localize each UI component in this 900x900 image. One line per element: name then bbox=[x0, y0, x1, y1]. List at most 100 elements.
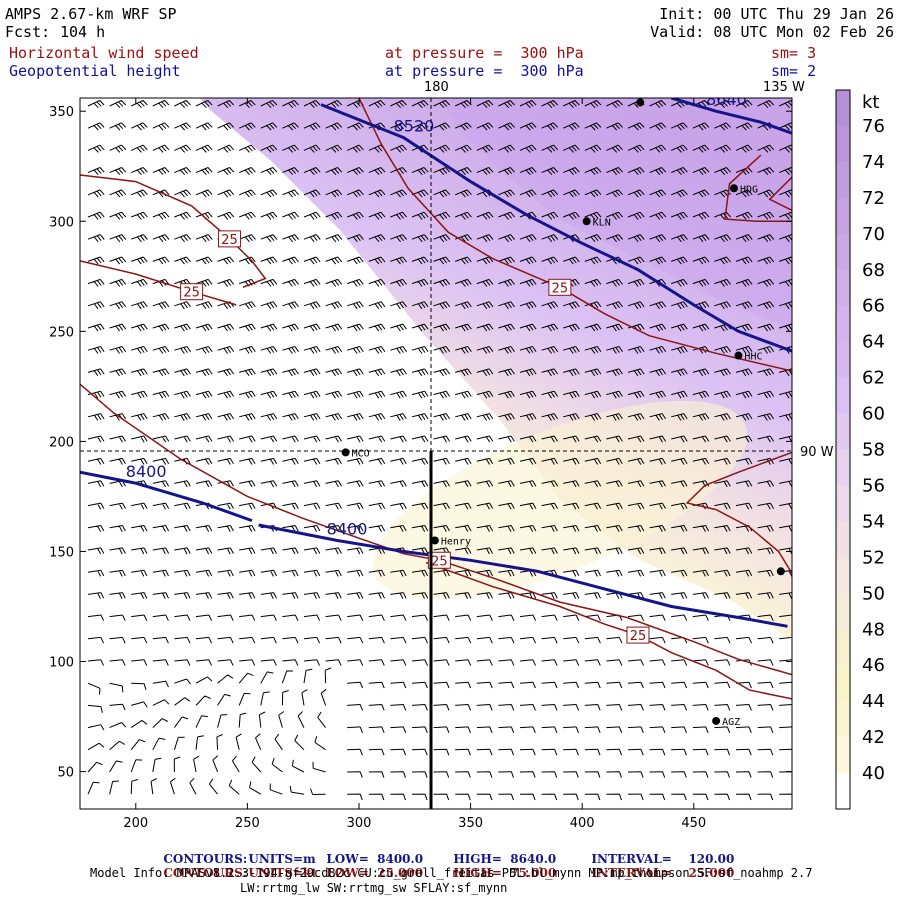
station-label: HHC bbox=[744, 352, 762, 363]
colorbar-label: 54 bbox=[862, 511, 885, 532]
x-tick-label: 250 bbox=[235, 816, 260, 831]
colorbar-segment bbox=[836, 737, 850, 774]
x-tick-label: 200 bbox=[123, 816, 148, 831]
field2-smooth: sm= 2 bbox=[771, 62, 817, 80]
colorbar-segment bbox=[836, 341, 850, 379]
y-tick-label: 250 bbox=[49, 325, 74, 340]
colorbar-label: 64 bbox=[862, 332, 885, 353]
colorbar-frame bbox=[835, 89, 851, 810]
forecast-value: 104 h bbox=[60, 23, 106, 41]
colorbar-label: 70 bbox=[862, 224, 885, 245]
y-tick-label: 100 bbox=[49, 656, 74, 671]
lon-180-label: 180 bbox=[424, 80, 449, 95]
speed-label-box bbox=[427, 551, 451, 569]
wind-barbs bbox=[87, 99, 792, 801]
speed-contour-line bbox=[80, 383, 792, 676]
y-tick-label: 350 bbox=[49, 105, 74, 120]
height-label: 8520 bbox=[394, 117, 435, 136]
station-label: Henry bbox=[441, 536, 471, 547]
colorbar: 76 74 72 70 68 66 64 62 60 58 56 54 52 50 48 46 44 42 40 bbox=[835, 89, 885, 810]
colorbar-segment bbox=[836, 485, 850, 522]
colorbar-label: 44 bbox=[862, 691, 885, 712]
colorbar-label: 46 bbox=[862, 655, 885, 676]
colorbar-label: 40 bbox=[862, 763, 885, 784]
colorbar-label: 74 bbox=[862, 152, 885, 173]
colorbar-segment bbox=[836, 305, 850, 343]
model-title: AMPS 2.67-km WRF SP bbox=[5, 5, 177, 23]
colorbar-label: 60 bbox=[862, 404, 885, 425]
footer-units-1: UNITS=m bbox=[248, 852, 316, 866]
station-markers: HDG KLN HHC MCO Henry AGZ bbox=[341, 98, 785, 728]
forecast-label: Fcst: bbox=[5, 23, 51, 41]
speed-contour-line bbox=[724, 154, 792, 223]
init-time: Init: 00 UTC Thu 29 Jan 26 bbox=[659, 5, 894, 23]
speed-contour-line bbox=[358, 98, 792, 372]
station-label: HDG bbox=[740, 184, 758, 195]
lon-135w-label: 135 W bbox=[763, 80, 805, 95]
colorbar-segment bbox=[836, 413, 850, 450]
station-label: AGZ bbox=[722, 717, 740, 728]
speed-contour-line bbox=[768, 176, 792, 211]
footer-high-2: HIGH= 75.000 bbox=[453, 866, 557, 880]
speed-contour-labels: 25 25 25 25 25 bbox=[180, 230, 650, 644]
height-label: 8400 bbox=[327, 519, 368, 538]
station-dot bbox=[712, 716, 721, 725]
x-axis-ticks: 200 250 300 350 400 450 bbox=[123, 98, 706, 831]
station-label: KLN bbox=[593, 217, 611, 228]
colorbar-segment bbox=[836, 161, 850, 199]
speed-label-box bbox=[218, 230, 242, 248]
speed-label: 25 bbox=[552, 281, 569, 296]
colorbar-label: 62 bbox=[862, 368, 885, 389]
colorbar-label: 58 bbox=[862, 440, 885, 461]
x-tick-label: 350 bbox=[458, 816, 483, 831]
height-contour-labels: 8400 8400 8520 8640 bbox=[126, 90, 747, 538]
y-axis-ticks: 50 100 150 200 250 300 350 bbox=[49, 105, 792, 781]
model-info: Model Info: MPASv8.2.3-194-gf29cd82c CU:… bbox=[90, 866, 813, 880]
field1-smooth: sm= 3 bbox=[771, 44, 817, 62]
model-info-2: LW:rrtmg_lw SW:rrtmg_sw SFLAY:sf_mynn bbox=[240, 881, 508, 895]
station-label: MCO bbox=[352, 448, 370, 459]
colorbar-label: 68 bbox=[862, 260, 885, 281]
colorbar-label: 50 bbox=[862, 583, 885, 604]
x-tick-label: 450 bbox=[681, 816, 706, 831]
colorbar-segment bbox=[836, 269, 850, 307]
station-dot bbox=[776, 567, 785, 576]
colorbar-segment bbox=[836, 629, 850, 666]
station-dot bbox=[734, 351, 743, 360]
y-tick-label: 200 bbox=[49, 435, 74, 450]
colorbar-label: 72 bbox=[862, 188, 885, 209]
lon-90w-label: 90 W bbox=[800, 445, 834, 460]
colorbar-segment bbox=[836, 521, 850, 558]
colorbar-label: 76 bbox=[862, 116, 885, 137]
colorbar-label: 56 bbox=[862, 475, 885, 496]
colorbar-segment bbox=[836, 90, 850, 127]
colorbar-label: 52 bbox=[862, 547, 885, 568]
speed-contour-line bbox=[685, 451, 792, 574]
plot-frame bbox=[79, 97, 793, 810]
jet-yellow-band bbox=[372, 400, 748, 600]
footer-low-1: LOW= 8400.0 bbox=[326, 852, 424, 866]
height-contour-line bbox=[671, 98, 792, 135]
footer-high-1: HIGH= 8640.0 bbox=[453, 852, 557, 866]
colorbar-segment bbox=[836, 773, 850, 810]
speed-label: 25 bbox=[183, 286, 200, 301]
footer-contours-1: CONTOURS: bbox=[163, 852, 248, 866]
height-label: 8640 bbox=[706, 90, 747, 109]
colorbar-segment bbox=[836, 593, 850, 630]
station-dot bbox=[582, 217, 591, 226]
colorbar-segment bbox=[836, 125, 850, 163]
speed-contour-line bbox=[80, 260, 237, 306]
station-dot bbox=[636, 98, 645, 107]
colorbar-segment bbox=[836, 197, 850, 235]
y-tick-label: 300 bbox=[49, 215, 74, 230]
speed-label-box bbox=[626, 626, 650, 644]
x-tick-label: 300 bbox=[347, 816, 372, 831]
field2-level: at pressure = 300 hPa bbox=[385, 62, 584, 80]
barb-field bbox=[87, 99, 792, 801]
valid-time: Valid: 08 UTC Mon 02 Feb 26 bbox=[650, 23, 894, 41]
colorbar-segment bbox=[836, 377, 850, 415]
height-contour-line bbox=[80, 470, 253, 523]
colorbar-segment bbox=[836, 557, 850, 594]
station-dot bbox=[430, 536, 439, 545]
